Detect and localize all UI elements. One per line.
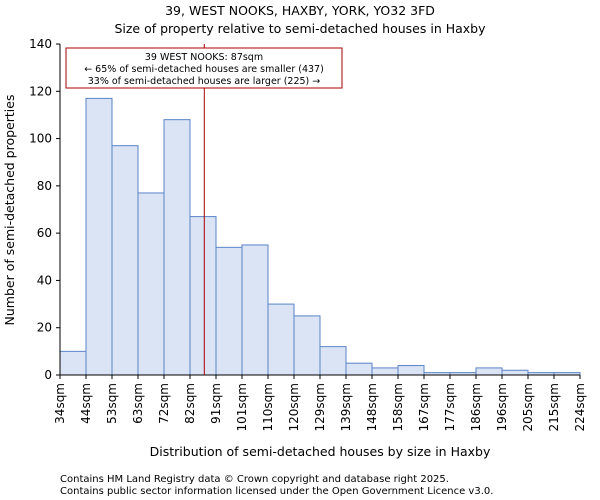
x-tick-label: 196sqm	[495, 383, 509, 431]
bar-158sqm	[397, 365, 425, 376]
bar-129sqm	[319, 346, 347, 376]
bar-44sqm	[85, 97, 113, 376]
x-tick-label: 91sqm	[209, 383, 223, 424]
bar-196sqm	[501, 369, 529, 376]
bars-group	[59, 97, 581, 376]
x-tick-label: 72sqm	[157, 383, 171, 424]
y-tick-label: 40	[37, 273, 52, 287]
y-tick-label: 60	[37, 226, 52, 240]
x-tick-label: 186sqm	[469, 383, 483, 431]
x-tick-label: 177sqm	[443, 383, 457, 431]
x-axis-label: Distribution of semi-detached houses by …	[150, 444, 491, 459]
y-ticks: 0 20 40 60 80 100 120 140	[29, 37, 60, 382]
bar-148sqm	[371, 367, 399, 376]
x-tick-label: 224sqm	[573, 383, 587, 431]
annotation-box	[65, 47, 343, 89]
x-tick-label: 129sqm	[313, 383, 327, 431]
bar-110sqm	[267, 303, 295, 376]
x-tick-label: 63sqm	[131, 383, 145, 424]
x-tick-label: 44sqm	[79, 383, 93, 424]
footer-line-1: Contains HM Land Registry data © Crown c…	[60, 474, 449, 485]
x-tick-label: 53sqm	[105, 383, 119, 424]
x-tick-label: 110sqm	[261, 383, 275, 431]
x-tick-label: 101sqm	[235, 383, 249, 431]
bar-139sqm	[345, 362, 373, 376]
y-tick-label: 20	[37, 321, 52, 335]
bar-63sqm	[137, 192, 165, 376]
chart-title: 39, WEST NOOKS, HAXBY, YORK, YO32 3FD	[165, 3, 435, 18]
bar-82sqm	[189, 216, 217, 376]
x-ticks: 34sqm 44sqm 53sqm 63sqm 72sqm 82sqm 91sqm 101sq…	[53, 375, 587, 431]
bar-53sqm	[111, 145, 139, 376]
x-tick-label: 215sqm	[547, 383, 561, 431]
y-tick-label: 0	[44, 368, 52, 382]
bar-91sqm	[215, 246, 243, 376]
y-tick-label: 140	[29, 37, 52, 51]
bar-186sqm	[475, 367, 503, 376]
x-tick-label: 158sqm	[391, 383, 405, 431]
x-tick-label: 82sqm	[183, 383, 197, 424]
y-tick-label: 120	[29, 84, 52, 98]
annotation-line-2: ← 65% of semi-detached houses are smalle…	[84, 64, 324, 75]
x-tick-label: 139sqm	[339, 383, 353, 431]
x-tick-label: 120sqm	[287, 383, 301, 431]
x-tick-label: 34sqm	[53, 383, 67, 424]
y-tick-label: 100	[29, 132, 52, 146]
x-tick-label: 205sqm	[521, 383, 535, 431]
chart-subtitle: Size of property relative to semi-detach…	[114, 21, 486, 36]
y-axis-label: Number of semi-detached properties	[2, 95, 17, 326]
annotation-line-3: 33% of semi-detached houses are larger (…	[88, 76, 321, 87]
bar-120sqm	[293, 315, 321, 376]
bar-72sqm	[163, 119, 191, 376]
y-tick-label: 80	[37, 179, 52, 193]
x-tick-label: 148sqm	[365, 383, 379, 431]
bar-101sqm	[241, 244, 269, 376]
bar-34sqm	[59, 350, 87, 376]
footer-line-2: Contains public sector information licen…	[60, 486, 493, 497]
annotation-line-1: 39 WEST NOOKS: 87sqm	[145, 52, 263, 63]
x-tick-label: 167sqm	[417, 383, 431, 431]
